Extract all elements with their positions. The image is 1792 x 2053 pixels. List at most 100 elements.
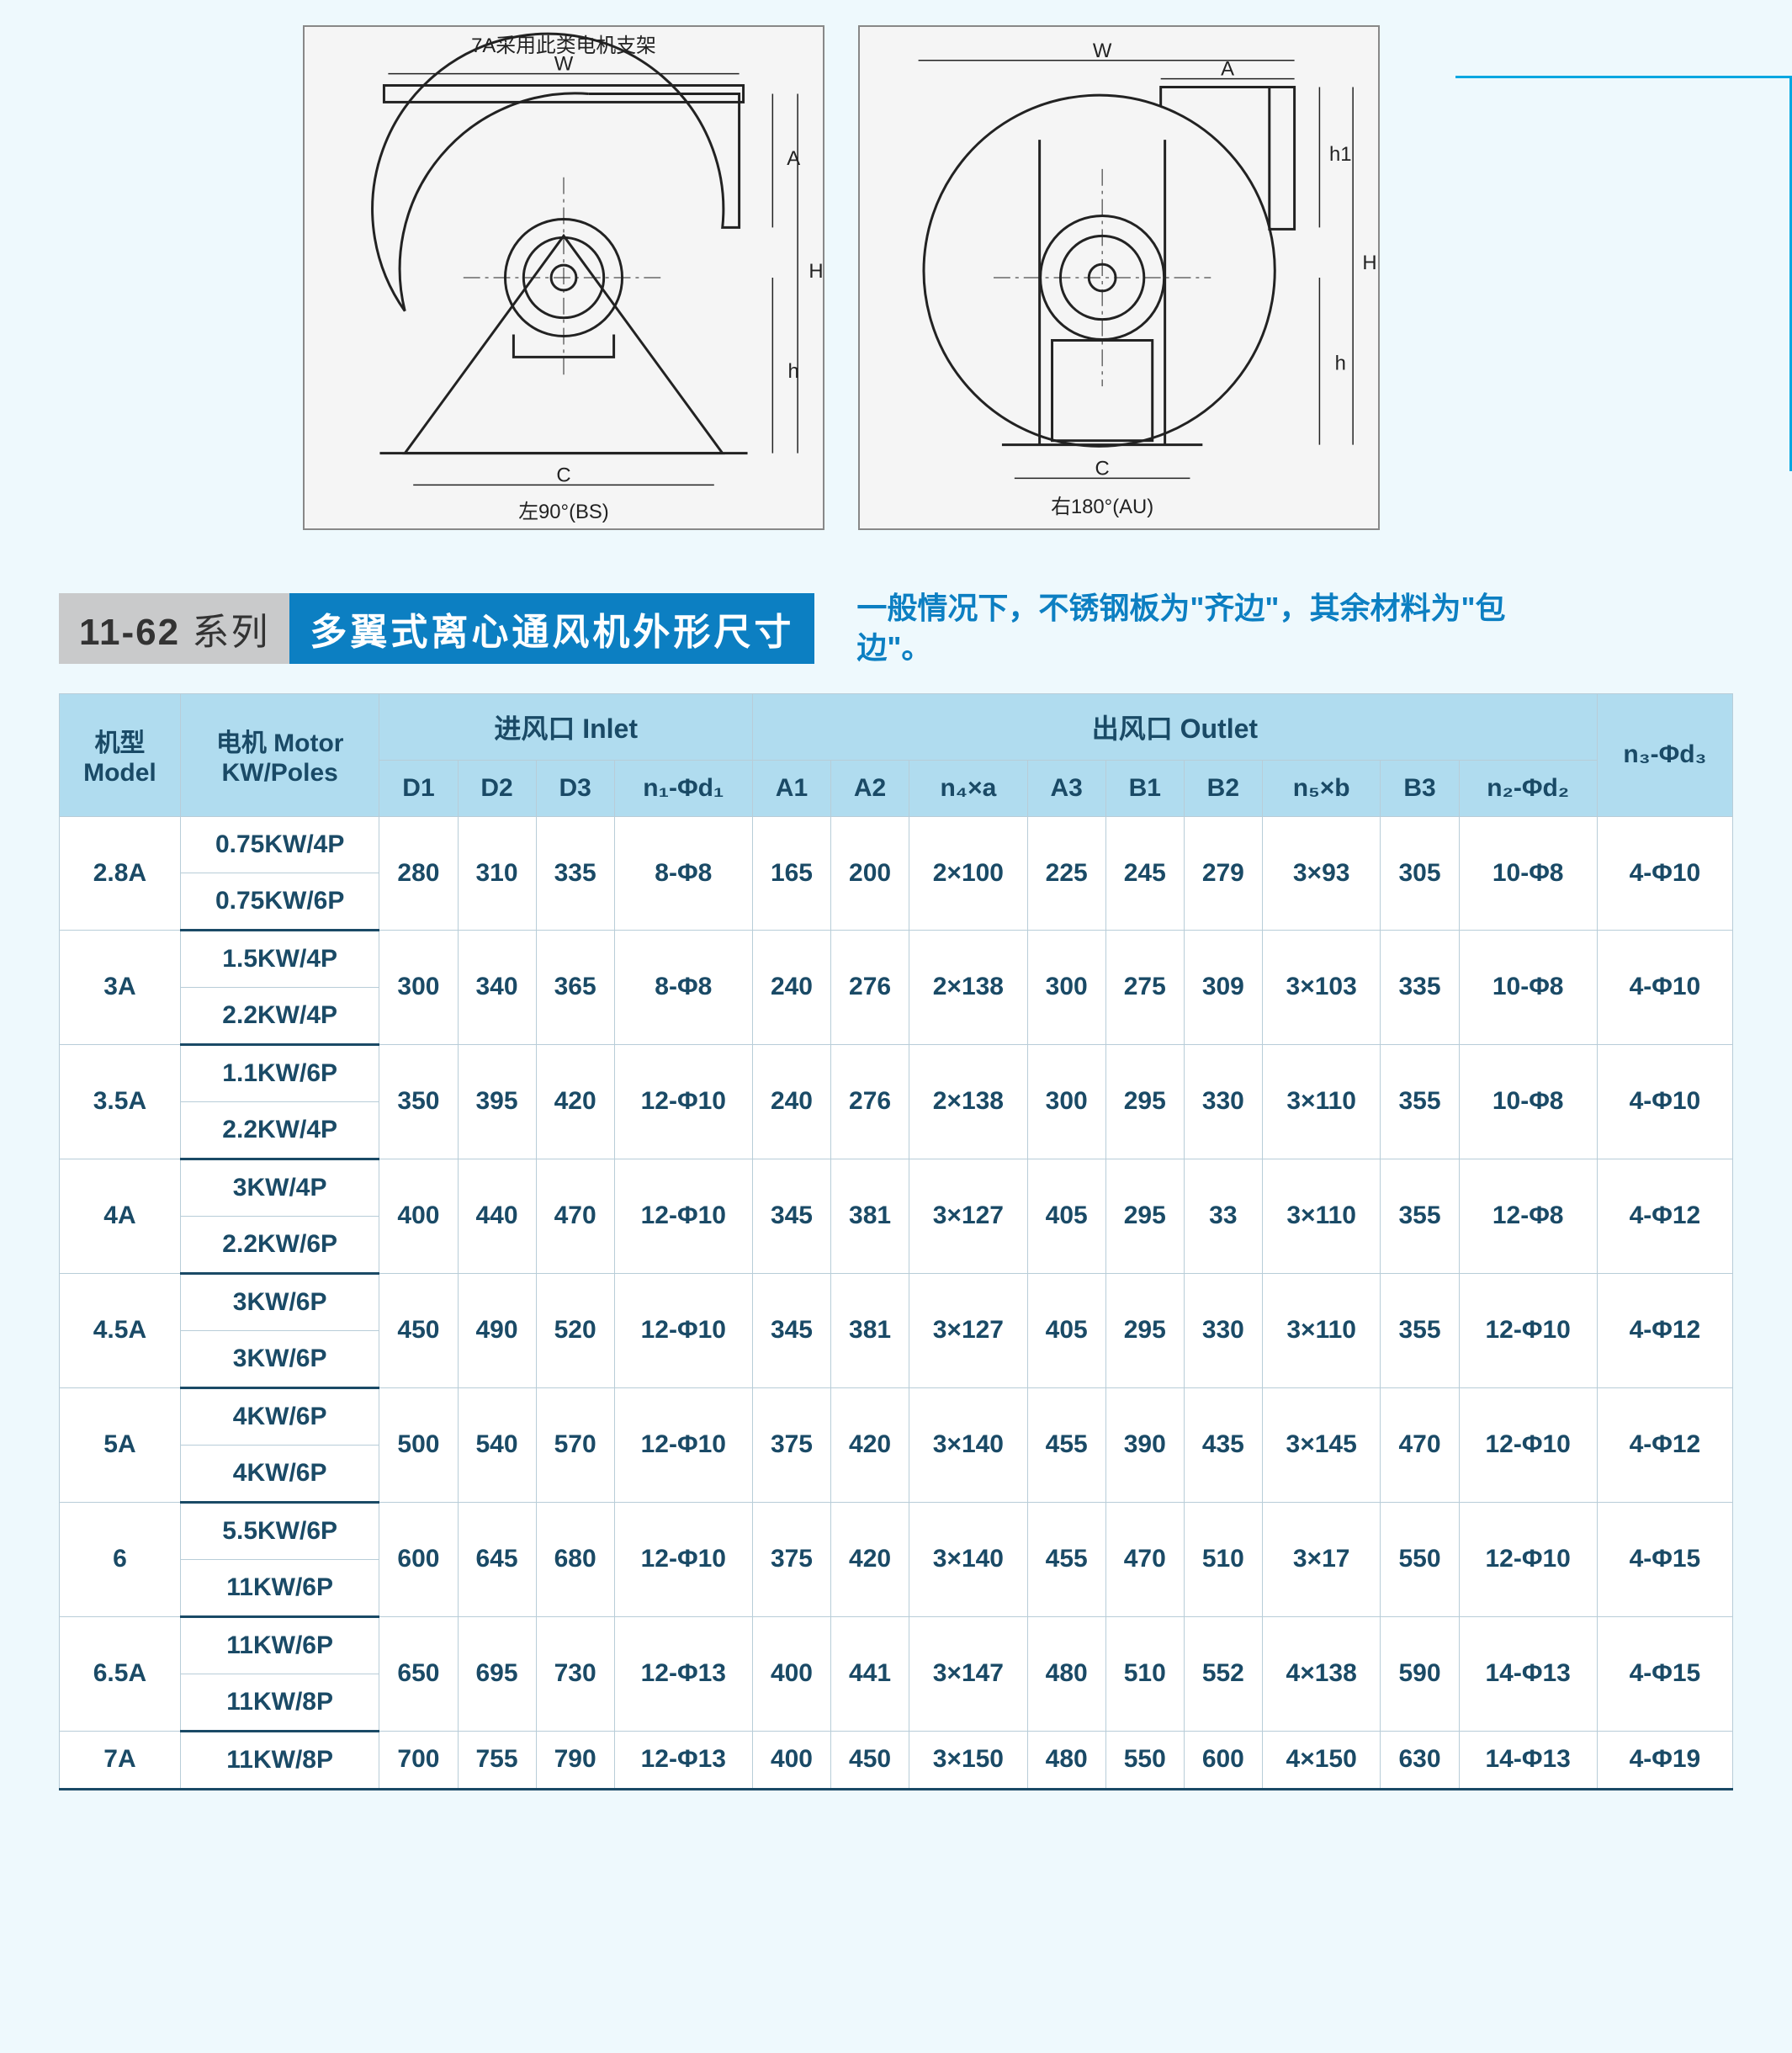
col-header: B2: [1184, 760, 1262, 816]
svg-text:h1: h1: [1329, 143, 1352, 166]
cell-value: 500: [379, 1387, 458, 1502]
cell-value: 552: [1184, 1616, 1262, 1731]
cell-value: 695: [458, 1616, 536, 1731]
cell-value: 4-Φ10: [1597, 1044, 1732, 1159]
heading-note: 一般情况下，不锈钢板为"齐边"，其余材料为"包边"。: [856, 589, 1530, 668]
cell-value: 3×127: [909, 1159, 1028, 1273]
cell-value: 480: [1027, 1731, 1105, 1789]
cell-value: 165: [752, 816, 830, 930]
cell-value: 12-Φ10: [1459, 1387, 1597, 1502]
cell-motor: 5.5KW/6P: [180, 1502, 379, 1559]
cell-value: 550: [1105, 1731, 1184, 1789]
col-motor: 电机 Motor KW/Poles: [180, 693, 379, 816]
section-title: 多翼式离心通风机外形尺寸: [289, 593, 814, 664]
cell-value: 3×110: [1262, 1044, 1381, 1159]
col-header: n₂-Φd₂: [1459, 760, 1597, 816]
cell-value: 3×145: [1262, 1387, 1381, 1502]
cell-model: 4.5A: [60, 1273, 181, 1387]
cell-value: 355: [1381, 1159, 1459, 1273]
cell-value: 375: [752, 1387, 830, 1502]
col-header: n₅×b: [1262, 760, 1381, 816]
cell-value: 400: [752, 1616, 830, 1731]
cell-value: 295: [1105, 1273, 1184, 1387]
cell-value: 645: [458, 1502, 536, 1616]
group-outlet: 出风口 Outlet: [752, 693, 1597, 760]
col-header: n₁-Φd₁: [614, 760, 752, 816]
cell-value: 480: [1027, 1616, 1105, 1731]
cell-value: 375: [752, 1502, 830, 1616]
cell-model: 6: [60, 1502, 181, 1616]
cell-value: 225: [1027, 816, 1105, 930]
cell-value: 3×103: [1262, 930, 1381, 1044]
cell-value: 400: [752, 1731, 830, 1789]
cell-value: 2×138: [909, 1044, 1028, 1159]
cell-value: 2×100: [909, 816, 1028, 930]
cell-value: 4-Φ19: [1597, 1731, 1732, 1789]
svg-text:C: C: [556, 464, 570, 486]
cell-value: 4-Φ12: [1597, 1387, 1732, 1502]
cell-value: 10-Φ8: [1459, 930, 1597, 1044]
cell-value: 405: [1027, 1273, 1105, 1387]
svg-text:H: H: [809, 260, 823, 283]
cell-model: 2.8A: [60, 816, 181, 930]
cell-value: 4-Φ12: [1597, 1273, 1732, 1387]
cell-value: 590: [1381, 1616, 1459, 1731]
cell-value: 3×110: [1262, 1159, 1381, 1273]
cell-value: 680: [536, 1502, 614, 1616]
cell-value: 470: [1105, 1502, 1184, 1616]
cell-value: 3×127: [909, 1273, 1028, 1387]
cell-value: 12-Φ8: [1459, 1159, 1597, 1273]
cell-motor: 11KW/8P: [180, 1731, 379, 1789]
cell-value: 10-Φ8: [1459, 816, 1597, 930]
cell-motor: 3KW/6P: [180, 1330, 379, 1387]
diagram-right: W A h1 H: [858, 25, 1380, 530]
diagram-left-caption: 左90°(BS): [518, 501, 609, 523]
cell-value: 309: [1184, 930, 1262, 1044]
cell-value: 295: [1105, 1044, 1184, 1159]
cell-value: 755: [458, 1731, 536, 1789]
cell-value: 300: [1027, 930, 1105, 1044]
col-header: D3: [536, 760, 614, 816]
cell-value: 8-Φ8: [614, 816, 752, 930]
cell-motor: 0.75KW/6P: [180, 873, 379, 930]
cell-motor: 11KW/8P: [180, 1674, 379, 1731]
cell-value: 355: [1381, 1273, 1459, 1387]
cell-value: 355: [1381, 1044, 1459, 1159]
cell-value: 8-Φ8: [614, 930, 752, 1044]
cell-value: 455: [1027, 1502, 1105, 1616]
cell-value: 10-Φ8: [1459, 1044, 1597, 1159]
cell-value: 4-Φ12: [1597, 1159, 1732, 1273]
cell-value: 470: [1381, 1387, 1459, 1502]
accent-rule: [1455, 76, 1792, 471]
cell-value: 279: [1184, 816, 1262, 930]
col-header: A3: [1027, 760, 1105, 816]
col-header: n₄×a: [909, 760, 1028, 816]
cell-value: 440: [458, 1159, 536, 1273]
cell-motor: 4KW/6P: [180, 1387, 379, 1445]
cell-motor: 0.75KW/4P: [180, 816, 379, 873]
cell-value: 420: [831, 1502, 909, 1616]
cell-value: 3×17: [1262, 1502, 1381, 1616]
cell-value: 390: [1105, 1387, 1184, 1502]
cell-value: 240: [752, 1044, 830, 1159]
series-suffix: 系列: [192, 612, 269, 653]
cell-value: 33: [1184, 1159, 1262, 1273]
cell-value: 335: [1381, 930, 1459, 1044]
cell-motor: 2.2KW/6P: [180, 1216, 379, 1273]
table-head: 机型 Model 电机 Motor KW/Poles 进风口 Inlet 出风口…: [60, 693, 1733, 816]
svg-text:C: C: [1095, 457, 1110, 480]
cell-value: 245: [1105, 816, 1184, 930]
cell-value: 12-Φ10: [1459, 1273, 1597, 1387]
cell-value: 510: [1105, 1616, 1184, 1731]
cell-value: 420: [536, 1044, 614, 1159]
cell-value: 295: [1105, 1159, 1184, 1273]
cell-value: 4-Φ15: [1597, 1616, 1732, 1731]
svg-text:A: A: [1221, 58, 1234, 81]
cell-value: 335: [536, 816, 614, 930]
col-model: 机型 Model: [60, 693, 181, 816]
cell-value: 540: [458, 1387, 536, 1502]
cell-value: 450: [379, 1273, 458, 1387]
cell-motor: 1.1KW/6P: [180, 1044, 379, 1101]
cell-value: 12-Φ10: [614, 1273, 752, 1387]
cell-value: 4-Φ15: [1597, 1502, 1732, 1616]
